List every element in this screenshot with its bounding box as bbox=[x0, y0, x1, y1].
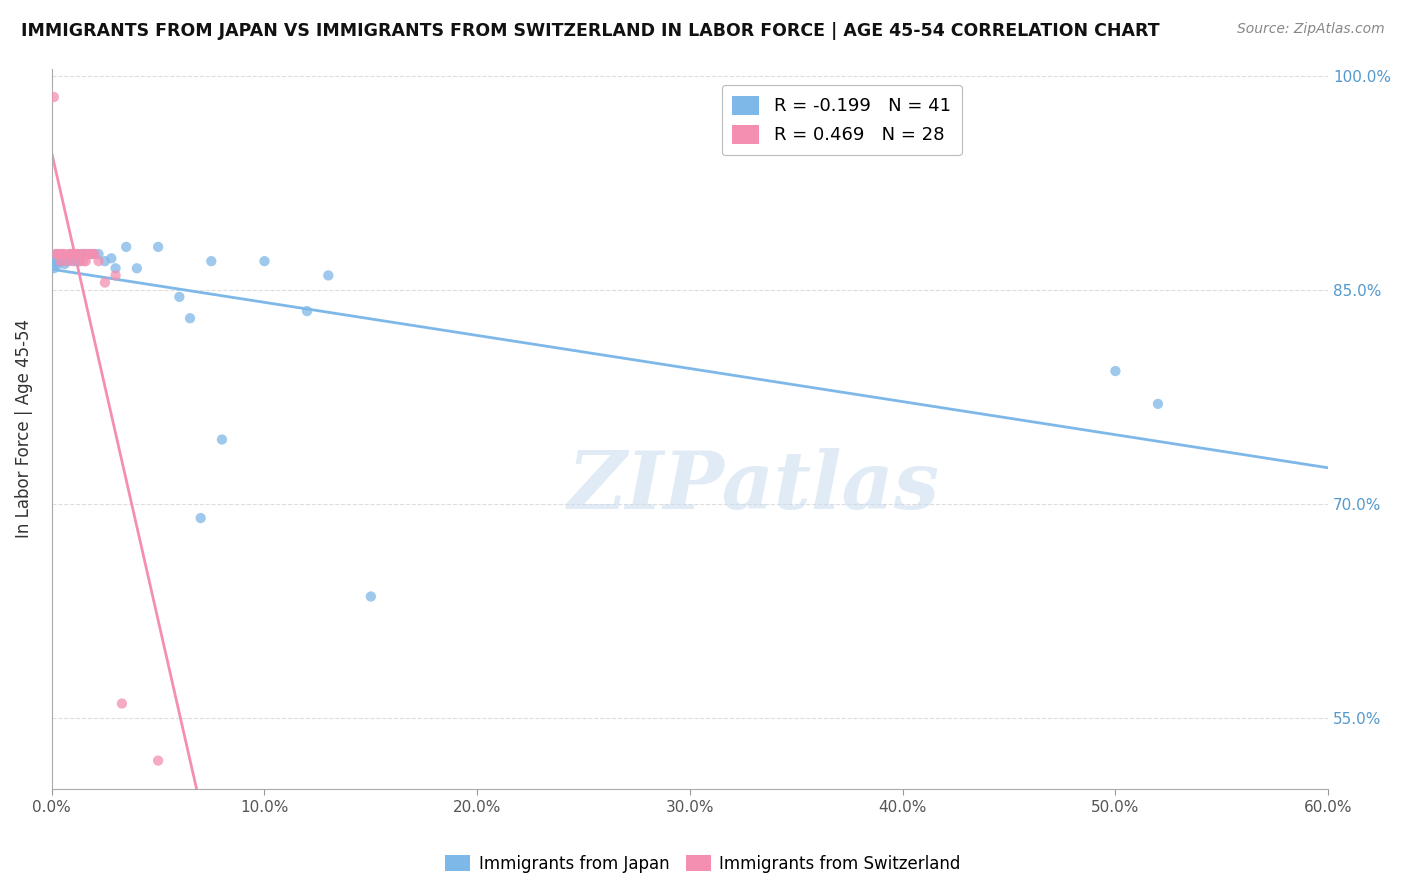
Point bbox=[1147, 397, 1170, 411]
Point bbox=[46, 252, 69, 266]
Point bbox=[169, 290, 191, 304]
Point bbox=[63, 254, 86, 268]
Legend: Immigrants from Japan, Immigrants from Switzerland: Immigrants from Japan, Immigrants from S… bbox=[439, 848, 967, 880]
Point bbox=[75, 247, 97, 261]
Point bbox=[115, 240, 138, 254]
Point bbox=[200, 254, 222, 268]
Point bbox=[62, 247, 84, 261]
Point bbox=[63, 247, 86, 261]
Point bbox=[66, 247, 89, 261]
Point bbox=[73, 254, 96, 268]
Point bbox=[190, 511, 212, 525]
Point bbox=[42, 257, 65, 271]
Point bbox=[49, 254, 72, 268]
Point bbox=[67, 254, 90, 268]
Text: IMMIGRANTS FROM JAPAN VS IMMIGRANTS FROM SWITZERLAND IN LABOR FORCE | AGE 45-54 : IMMIGRANTS FROM JAPAN VS IMMIGRANTS FROM… bbox=[21, 22, 1160, 40]
Point bbox=[146, 754, 169, 768]
Point bbox=[46, 247, 69, 261]
Point bbox=[104, 261, 127, 276]
Point bbox=[295, 304, 318, 318]
Point bbox=[79, 247, 101, 261]
Point bbox=[62, 254, 84, 268]
Point bbox=[94, 254, 117, 268]
Point bbox=[79, 247, 101, 261]
Point bbox=[51, 254, 73, 268]
Text: Source: ZipAtlas.com: Source: ZipAtlas.com bbox=[1237, 22, 1385, 37]
Point bbox=[45, 247, 67, 261]
Point bbox=[83, 247, 105, 261]
Point bbox=[70, 247, 93, 261]
Point bbox=[125, 261, 148, 276]
Point bbox=[87, 247, 110, 261]
Point bbox=[58, 254, 80, 268]
Point bbox=[73, 247, 96, 261]
Point bbox=[45, 247, 67, 261]
Point bbox=[111, 697, 134, 711]
Point bbox=[67, 254, 90, 268]
Point bbox=[53, 247, 76, 261]
Point bbox=[360, 590, 382, 604]
Point bbox=[100, 252, 122, 266]
Point bbox=[179, 311, 201, 326]
Point bbox=[49, 247, 72, 261]
Text: ZIPatlas: ZIPatlas bbox=[568, 448, 939, 525]
Point bbox=[66, 247, 89, 261]
Point bbox=[45, 254, 67, 268]
Point bbox=[316, 268, 339, 283]
Point bbox=[62, 252, 84, 266]
Point bbox=[94, 276, 117, 290]
Point bbox=[49, 254, 72, 268]
Point bbox=[70, 247, 93, 261]
Point bbox=[58, 247, 80, 261]
Point bbox=[42, 90, 65, 104]
Point bbox=[55, 254, 77, 268]
Point bbox=[1104, 364, 1126, 378]
Point bbox=[73, 247, 96, 261]
Point bbox=[77, 247, 100, 261]
Point bbox=[51, 247, 73, 261]
Point bbox=[83, 247, 105, 261]
Point bbox=[42, 261, 65, 276]
Point bbox=[59, 247, 82, 261]
Point bbox=[59, 247, 82, 261]
Point bbox=[55, 252, 77, 266]
Point bbox=[53, 257, 76, 271]
Point bbox=[253, 254, 276, 268]
Point bbox=[211, 433, 233, 447]
Point bbox=[82, 247, 104, 261]
Point bbox=[146, 240, 169, 254]
Legend: R = -0.199   N = 41, R = 0.469   N = 28: R = -0.199 N = 41, R = 0.469 N = 28 bbox=[721, 85, 962, 155]
Point bbox=[104, 268, 127, 283]
Point bbox=[51, 247, 73, 261]
Point bbox=[62, 247, 84, 261]
Point bbox=[46, 257, 69, 271]
Point bbox=[87, 254, 110, 268]
Y-axis label: In Labor Force | Age 45-54: In Labor Force | Age 45-54 bbox=[15, 319, 32, 539]
Point bbox=[75, 254, 97, 268]
